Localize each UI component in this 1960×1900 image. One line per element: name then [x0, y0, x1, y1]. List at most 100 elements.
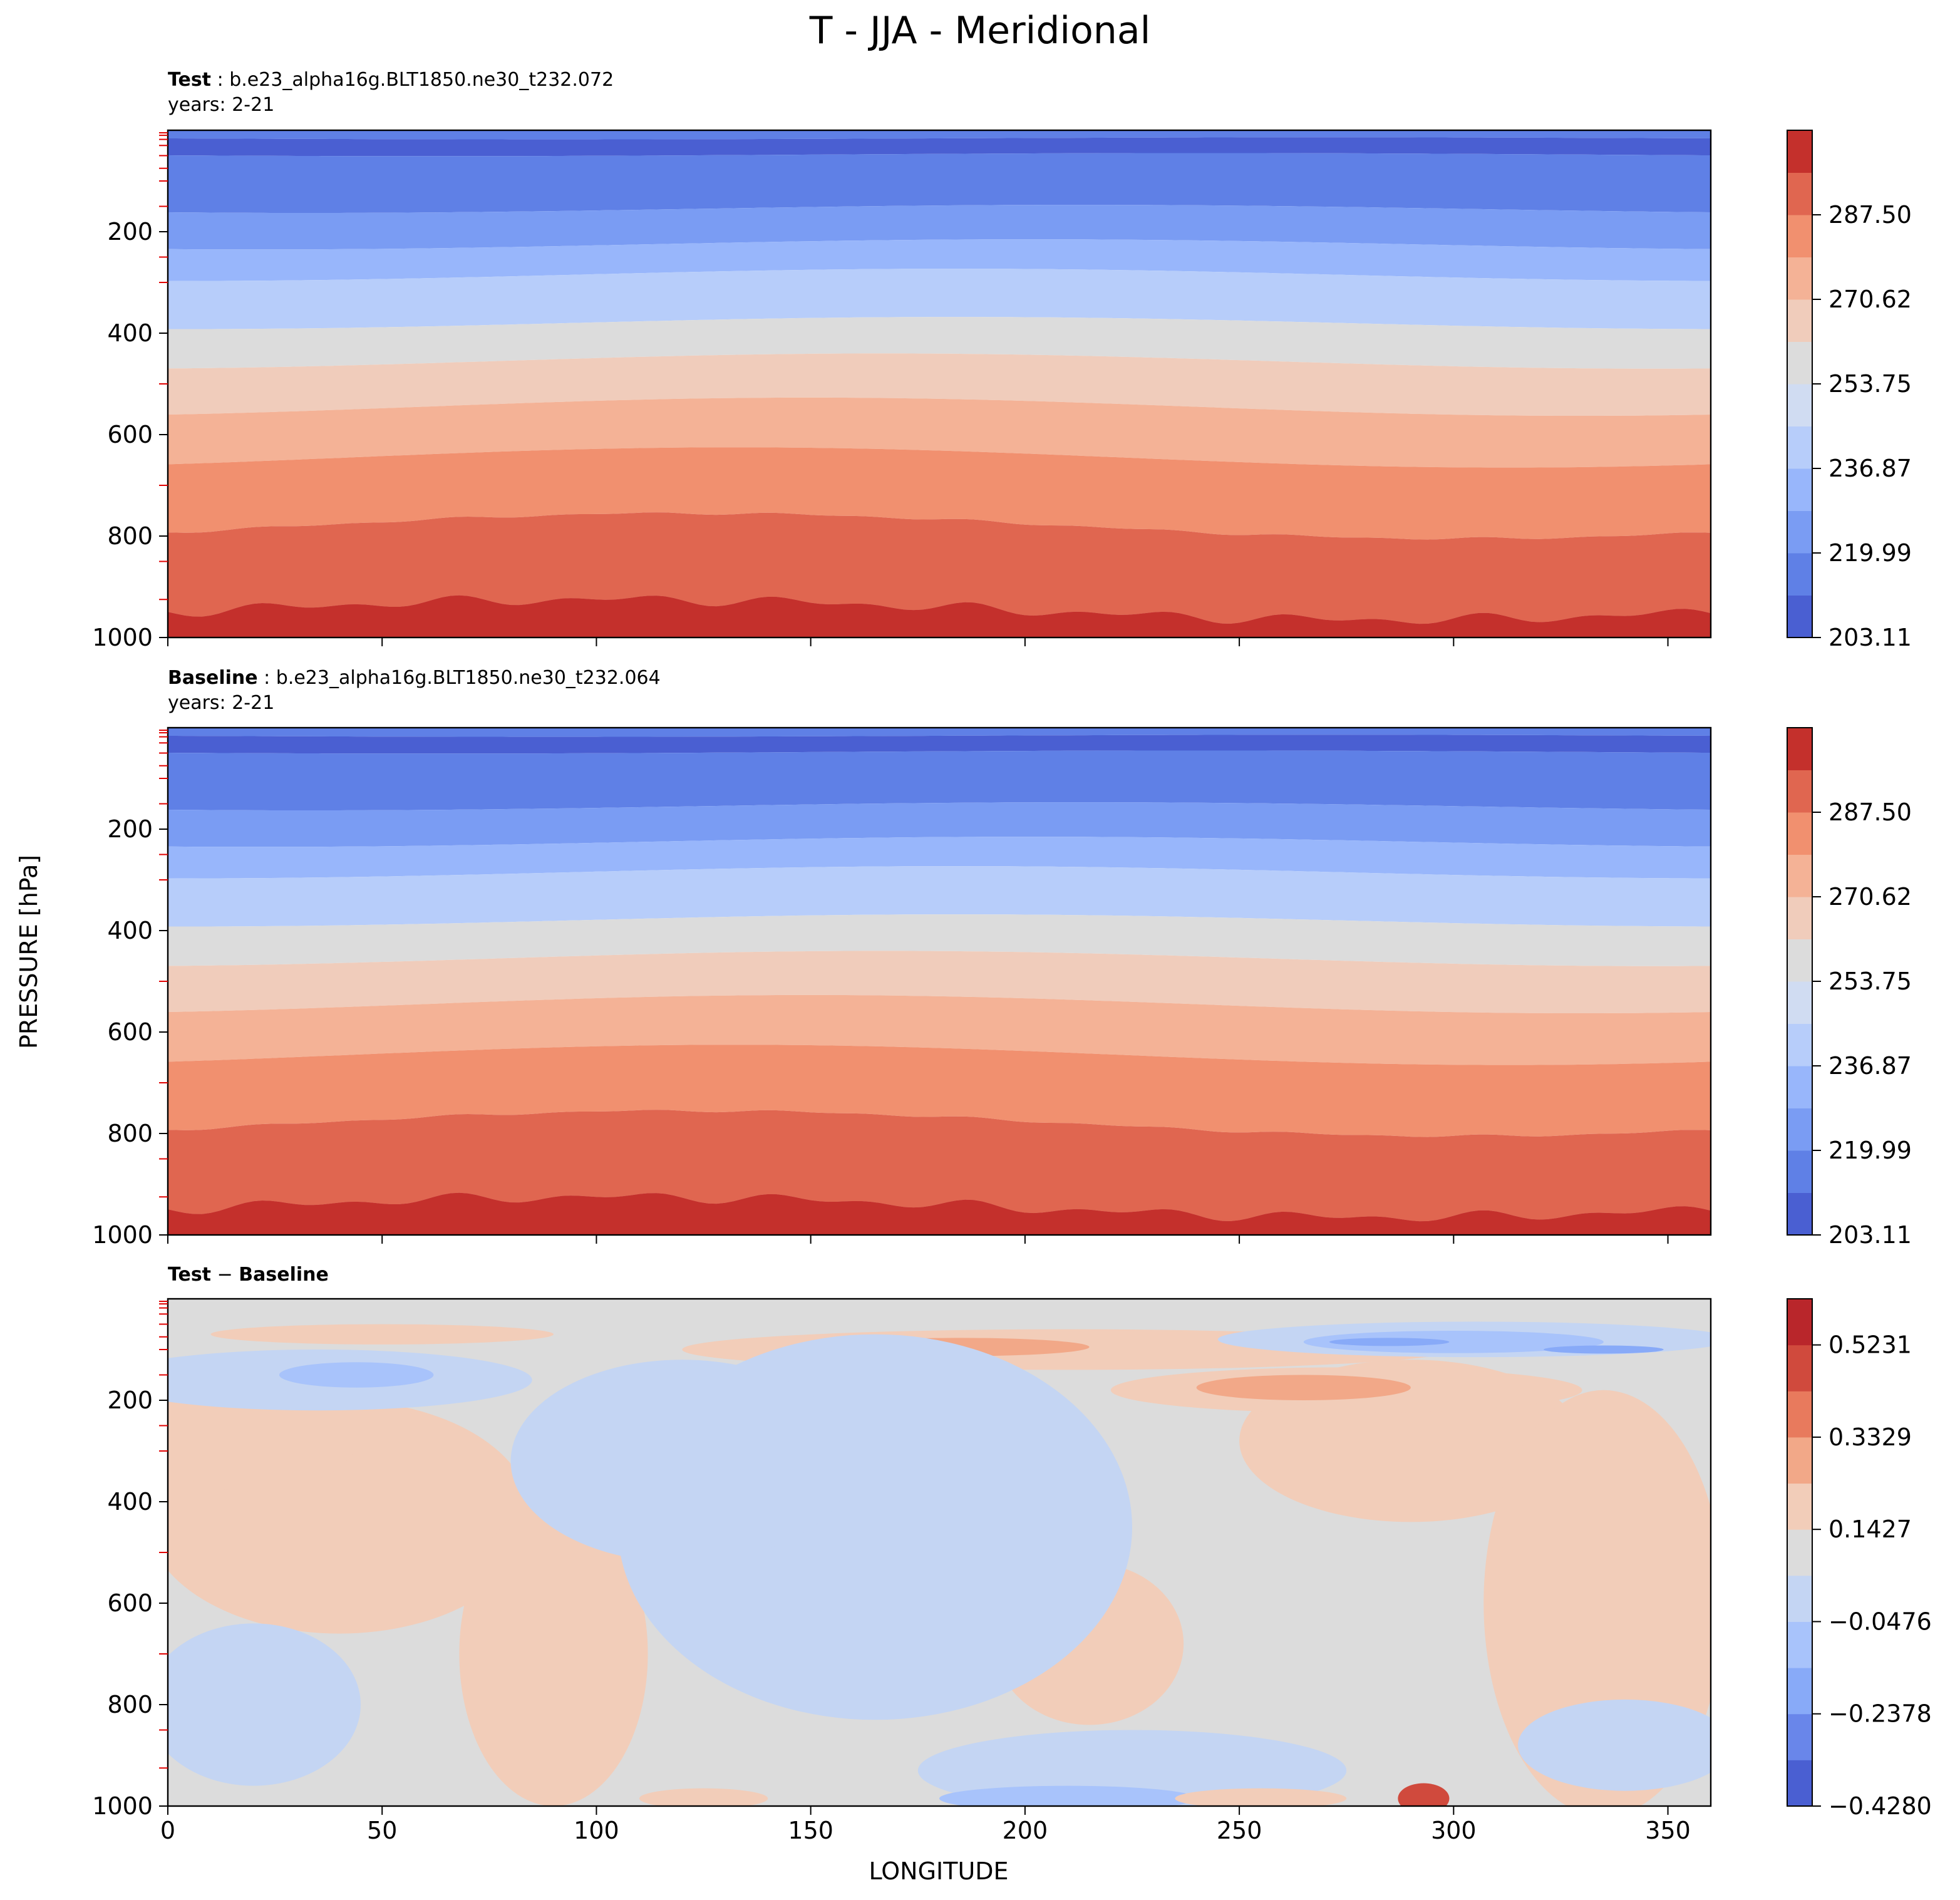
colorbar-tick-label: −0.0476	[1828, 1608, 1932, 1635]
contour-field-1	[168, 728, 1711, 1235]
y-tick-label: 400	[107, 917, 153, 944]
y-tick-label: 200	[107, 815, 153, 843]
colorbar-tick-label: 219.99	[1828, 539, 1912, 567]
contour-band	[168, 137, 1711, 157]
colorbar-segment	[1787, 981, 1812, 1024]
baseline-panel-title: Baseline : b.e23_alpha16g.BLT1850.ne30_t…	[168, 666, 661, 716]
x-tick-label: 200	[1003, 1817, 1048, 1844]
contour-band	[168, 153, 1711, 213]
colorbar-segment	[1787, 1713, 1812, 1760]
colorbar-segment	[1787, 1621, 1812, 1668]
colorbar-segment	[1787, 812, 1812, 855]
colorbar-segment	[1787, 130, 1812, 173]
contour-band	[168, 837, 1711, 879]
y-tick-label: 200	[107, 1386, 153, 1414]
colorbar-segment	[1787, 215, 1812, 257]
cool-region	[1518, 1699, 1711, 1791]
colorbar-segment	[1787, 299, 1812, 342]
colorbar-segment	[1787, 939, 1812, 982]
cool-region-mid	[939, 1785, 1197, 1806]
y-tick-label: 600	[107, 1018, 153, 1046]
y-tick-label: 1000	[92, 1221, 153, 1249]
y-tick-label: 800	[107, 1691, 153, 1718]
x-tick-label: 350	[1645, 1817, 1691, 1844]
contour-field-0	[168, 130, 1711, 638]
colorbar-segment	[1787, 172, 1812, 215]
colorbar-segment	[1787, 1668, 1812, 1715]
y-tick-label: 800	[107, 1120, 153, 1147]
colorbar-tick-label: 0.5231	[1828, 1331, 1912, 1359]
colorbar-tick-label: 203.11	[1828, 624, 1912, 651]
cool-region-strong	[1544, 1345, 1664, 1354]
baseline-years: years: 2-21	[168, 692, 275, 714]
colorbar-1: 287.50 270.62 253.75 236.87 219.99 203.11	[1787, 727, 1912, 1249]
x-tick-label: 100	[574, 1817, 619, 1844]
contour-band	[168, 951, 1711, 1013]
cool-region	[510, 1360, 854, 1563]
diff-label-baseline: Baseline	[239, 1264, 329, 1286]
contour-band	[168, 269, 1711, 329]
x-axis-label: LONGITUDE	[869, 1857, 1009, 1885]
colorbar-segment	[1787, 1483, 1812, 1530]
test-case-name: : b.e23_alpha16g.BLT1850.ne30_t232.072	[211, 69, 614, 91]
colorbar-segment	[1787, 1437, 1812, 1484]
colorbar-segment	[1787, 1299, 1812, 1346]
colorbar-segment	[1787, 510, 1812, 554]
axes-0: 200 400 600 800 1000	[92, 129, 1712, 651]
colorbar-tick-label: 287.50	[1828, 798, 1912, 826]
colorbar-segment	[1787, 1066, 1812, 1108]
colorbar-segment	[1787, 1529, 1812, 1576]
test-label: Test	[168, 69, 212, 91]
colorbar-segment	[1787, 1391, 1812, 1438]
contour-band	[168, 130, 1711, 140]
colorbar-segment	[1787, 1760, 1812, 1807]
x-tick-label: 300	[1431, 1817, 1477, 1844]
colorbar-tick-label: −0.2378	[1828, 1700, 1932, 1728]
baseline-label: Baseline	[168, 667, 258, 689]
axes-2: 200 400 600 800 1000 0 50 100 150 200 250 300 350	[92, 1298, 1712, 1844]
colorbar-tick-label: 219.99	[1828, 1137, 1912, 1164]
diff-label-sep: −	[211, 1264, 239, 1286]
baseline-case-name: : b.e23_alpha16g.BLT1850.ne30_t232.064	[257, 667, 661, 689]
contour-band	[168, 1045, 1711, 1137]
contour-band	[168, 728, 1711, 737]
colorbar-segment	[1787, 1023, 1812, 1066]
warm-region	[459, 1502, 648, 1806]
colorbar-segment	[1787, 770, 1812, 813]
y-tick-label: 1000	[92, 624, 153, 651]
test-years: years: 2-21	[168, 94, 275, 116]
colorbar-segment	[1787, 553, 1812, 596]
colorbar-frame	[1787, 1298, 1813, 1807]
colorbar-segment	[1787, 897, 1812, 939]
contour-band	[168, 802, 1711, 847]
colorbar-segment	[1787, 1108, 1812, 1151]
test-panel-title: Test : b.e23_alpha16g.BLT1850.ne30_t232.…	[168, 68, 614, 118]
colorbar-tick-label: 270.62	[1828, 286, 1912, 313]
colorbar-tick-label: 287.50	[1828, 201, 1912, 229]
contour-band	[168, 1110, 1711, 1222]
y-tick-label: 200	[107, 218, 153, 245]
cool-region-mid	[1303, 1331, 1604, 1353]
colorbar-2: 0.5231 0.3329 0.1427 −0.0476 −0.2378 −0.4280	[1787, 1298, 1932, 1820]
y-tick-label: 400	[107, 319, 153, 347]
contour-band	[168, 914, 1711, 966]
colorbar-tick-label: −0.4280	[1828, 1792, 1932, 1820]
y-tick-label: 800	[107, 522, 153, 550]
contour-band	[168, 866, 1711, 927]
contour-band-surface	[168, 1192, 1711, 1235]
contour-diff-2	[168, 1299, 1711, 1806]
x-tick-label: 50	[367, 1817, 397, 1844]
warm-region	[1175, 1788, 1347, 1806]
warm-region-strong	[1196, 1375, 1411, 1400]
colorbar-segment	[1787, 468, 1812, 511]
y-tick-label: 600	[107, 421, 153, 448]
x-tick-label: 150	[788, 1817, 833, 1844]
contour-band-surface	[168, 595, 1711, 638]
contour-band	[168, 512, 1711, 624]
colorbar-tick-label: 0.1427	[1828, 1515, 1912, 1543]
colorbar-tick-label: 203.11	[1828, 1221, 1912, 1249]
warm-region	[639, 1788, 768, 1806]
y-tick-label: 600	[107, 1589, 153, 1617]
x-tick-label: 250	[1217, 1817, 1262, 1844]
